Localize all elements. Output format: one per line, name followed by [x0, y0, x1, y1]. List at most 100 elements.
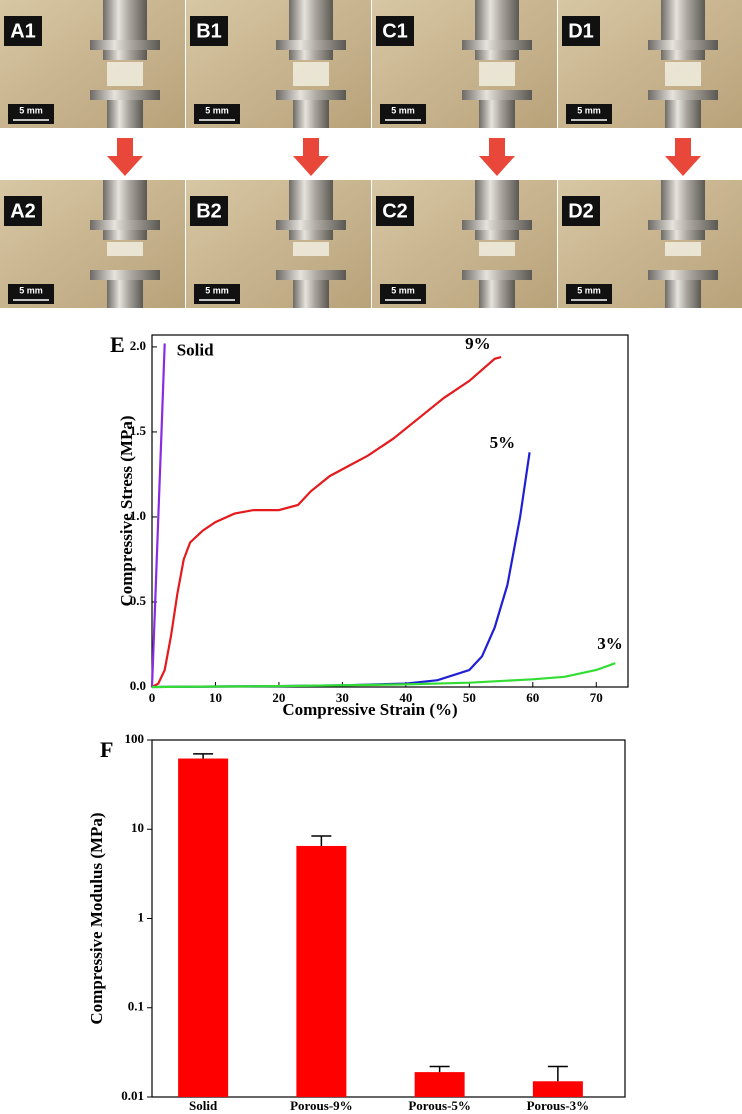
upper-platen: [661, 0, 705, 60]
lower-flange: [462, 270, 532, 280]
lower-flange: [90, 90, 160, 100]
photo-label: C2: [382, 200, 408, 222]
scale-text: 5 mm: [19, 105, 43, 115]
photo-panel: C2 5 mm: [372, 180, 557, 308]
upper-platen: [103, 0, 147, 60]
series-line: [152, 357, 501, 687]
x-tick-label: 0: [149, 690, 156, 705]
x-tick-label: Solid: [189, 1098, 218, 1113]
series-label: 9%: [465, 334, 491, 353]
y-tick-label: 0.5: [130, 593, 147, 608]
y-tick-label: 1.5: [130, 423, 147, 438]
y-tick-label: 0.01: [121, 1088, 144, 1103]
arrow: [107, 138, 143, 176]
arrow: [293, 138, 329, 176]
figure: A15 mmB15 mmC15 mmD15 mmA25 mmB25 mmC25 …: [0, 0, 742, 1114]
lower-platen: [107, 280, 143, 308]
lower-platen: [293, 100, 329, 128]
upper-flange: [462, 220, 532, 230]
x-tick-label: Porous-5%: [408, 1098, 471, 1113]
lower-flange: [90, 270, 160, 280]
x-axis-label: Compressive Strain (%): [282, 700, 457, 719]
upper-flange: [276, 40, 346, 50]
x-tick-label: 10: [209, 690, 222, 705]
x-tick-label: Porous-3%: [527, 1098, 590, 1113]
lower-flange: [648, 270, 718, 280]
photo-panel: C1 5 mm: [372, 0, 557, 128]
upper-platen: [103, 180, 147, 240]
scale-text: 5 mm: [577, 105, 601, 115]
bar: [296, 846, 346, 1097]
sample: [479, 62, 515, 86]
upper-platen: [289, 0, 333, 60]
arrow: [479, 138, 515, 176]
y-tick-label: 10: [131, 820, 144, 835]
error-bar: [311, 836, 331, 846]
plot-frame: [152, 335, 628, 687]
panel-label: E: [110, 332, 125, 357]
series-label: Solid: [177, 340, 214, 359]
y-tick-label: 1: [138, 909, 145, 924]
scale-text: 5 mm: [577, 285, 601, 295]
photo-label: D2: [568, 200, 594, 222]
sample: [107, 242, 143, 256]
photo-label: C1: [382, 20, 408, 42]
upper-flange: [648, 220, 718, 230]
sample: [293, 62, 329, 86]
x-tick-label: 60: [526, 690, 539, 705]
lower-flange: [276, 90, 346, 100]
x-tick-label: 50: [463, 690, 476, 705]
sample: [665, 242, 701, 256]
bar: [533, 1081, 583, 1097]
photo-panel: A2 5 mm: [0, 180, 185, 308]
scale-text: 5 mm: [19, 285, 43, 295]
upper-platen: [475, 180, 519, 240]
upper-flange: [462, 40, 532, 50]
photo-panel: B25 mm: [186, 180, 371, 308]
x-tick-label: 70: [590, 690, 603, 705]
scale-text: 5 mm: [391, 105, 415, 115]
lower-platen: [665, 280, 701, 308]
photo-panel: A1 5 mm: [0, 0, 185, 128]
scale-text: 5 mm: [205, 105, 229, 115]
series-line: [152, 452, 530, 687]
upper-flange: [90, 220, 160, 230]
bar: [415, 1072, 465, 1097]
lower-platen: [479, 280, 515, 308]
upper-platen: [475, 0, 519, 60]
photo-panel: B1 5 mm: [186, 0, 371, 128]
series-label: 5%: [490, 433, 516, 452]
error-bar: [193, 754, 213, 759]
series-label: 3%: [597, 634, 623, 653]
y-tick-label: 100: [125, 731, 145, 746]
series-line: [152, 344, 165, 688]
sample: [479, 242, 515, 256]
photo-label: B1: [196, 20, 222, 42]
photo-label: D1: [568, 20, 594, 42]
x-tick-label: Porous-9%: [290, 1098, 353, 1113]
photo-label: A2: [10, 200, 36, 222]
sample: [107, 62, 143, 86]
lower-flange: [276, 270, 346, 280]
y-tick-label: 1.0: [130, 508, 146, 523]
lower-platen: [479, 100, 515, 128]
y-tick-label: 2.0: [130, 338, 146, 353]
upper-flange: [90, 40, 160, 50]
bar: [178, 759, 228, 1097]
error-bar: [430, 1066, 450, 1072]
sample: [665, 62, 701, 86]
lower-flange: [462, 90, 532, 100]
lower-platen: [665, 100, 701, 128]
panel-label: F: [100, 737, 113, 762]
lower-flange: [648, 90, 718, 100]
upper-flange: [276, 220, 346, 230]
upper-platen: [661, 180, 705, 240]
scale-text: 5 mm: [205, 285, 229, 295]
upper-platen: [289, 180, 333, 240]
y-tick-label: 0.0: [130, 678, 146, 693]
scale-text: 5 mm: [391, 285, 415, 295]
y-tick-label: 0.1: [128, 999, 144, 1014]
sample: [293, 242, 329, 256]
photo-label: A1: [10, 20, 36, 42]
arrow: [665, 138, 701, 176]
